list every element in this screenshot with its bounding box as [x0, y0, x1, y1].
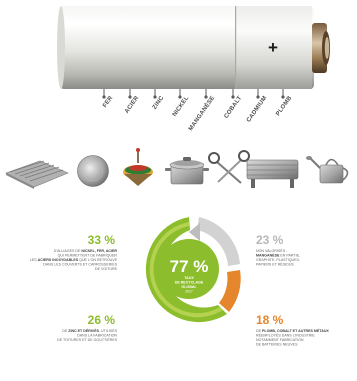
stat-23-line3: GRAPHITE, PLASTIQUES, [256, 258, 300, 262]
radiator-icon [246, 159, 299, 188]
stat-33-alloys: 33 % D'ALLIAGES DE NICKEL, FER, ACIER QU… [30, 233, 118, 271]
recycling-chart: 77 % TAUX DE RECYCLAGE GLOBAL 2017 [145, 217, 241, 323]
corrugated-sheet-icon [5, 160, 69, 189]
center-label-1: TAUX [184, 276, 194, 280]
battery-cap [312, 23, 327, 73]
segment-23-non-recycled [197, 217, 240, 266]
metal-label-cadmium: CADMIUM [246, 95, 268, 123]
stat-33-line4: DANS LES COUVERTS ET CARROSSERIES [43, 263, 117, 267]
metal-disc-icon [77, 155, 109, 187]
stat-23-value: 23 % [256, 233, 284, 247]
stat-18-line4: DE BATTERIES NEUVES [256, 343, 298, 347]
stat-33-line3: LES ACIERS INOXYDABLES QUE L'ON RETROUVE [30, 258, 118, 262]
battery-base [57, 6, 65, 89]
stat-18-line1: DE PLOMB, COBALT ET AUTRES MÉTAUX [256, 328, 329, 333]
stat-26-value: 26 % [88, 313, 116, 327]
metals-list: FER ACIER ZINC NICKEL MANGANÈSE COBALT [102, 89, 294, 132]
stat-23-line1: NON VALORISÉS : [256, 248, 287, 253]
stat-26-line2: DANS LA FABRICATION [77, 334, 117, 338]
cooking-pot-icon [165, 157, 209, 185]
stat-33-value: 33 % [88, 233, 116, 247]
stat-33-line5: DE VOITURE [95, 267, 118, 271]
stat-18-reused: 18 % DE PLOMB, COBALT ET AUTRES MÉTAUX R… [256, 313, 329, 347]
stat-33-line1: D'ALLIAGES DE NICKEL, FER, ACIER [54, 249, 118, 253]
stat-26-line1: DE ZINC ET DÉRIVÉS, UTILISÉS [62, 328, 117, 333]
center-circle [159, 239, 219, 299]
segment-18-reused [219, 270, 241, 312]
stat-33-line2: QUI PERMETTENT DE FABRIQUER [58, 254, 118, 258]
metal-label-manganese: MANGANÈSE [186, 94, 216, 132]
stat-18-line2: RÉEMPLOYÉS DANS L'INDUSTRIE [256, 333, 315, 338]
center-value: 77 % [170, 257, 209, 276]
center-label-3: GLOBAL [181, 285, 197, 289]
stat-18-line3: NOTAMMENT FABRICATION [256, 338, 304, 342]
spinning-top-icon [123, 148, 153, 186]
scissors-icon [208, 150, 250, 184]
stat-23-non-recycled: 23 % NON VALORISÉS : MANGANÈSE EN PARTIE… [256, 233, 300, 267]
battery-band [236, 6, 312, 89]
metal-label-nickel: NICKEL [172, 95, 190, 118]
stat-18-value: 18 % [256, 313, 284, 327]
watering-can-icon [306, 156, 349, 184]
center-label-2: DE RECYCLAGE [175, 281, 204, 285]
metal-label-cobalt: COBALT [224, 95, 244, 120]
center-label-4: 2017 [185, 290, 193, 294]
stat-23-line2: MANGANÈSE EN PARTIE, [256, 253, 300, 258]
products-row [5, 148, 349, 189]
stat-26-zinc: 26 % DE ZINC ET DÉRIVÉS, UTILISÉS DANS L… [57, 313, 118, 342]
stat-26-line3: DE TOITURES ET DE GOUTTIÈRES [57, 337, 118, 342]
metal-label-acier: ACIER [124, 95, 140, 115]
stat-23-line4: PAPIERS ET RÉSIDUS [256, 262, 294, 267]
battery-illustration: + [57, 6, 330, 89]
segment-green-recycled [145, 217, 227, 323]
battery-plus-sign: + [268, 38, 278, 57]
metal-label-plomb: PLOMB [275, 95, 293, 117]
